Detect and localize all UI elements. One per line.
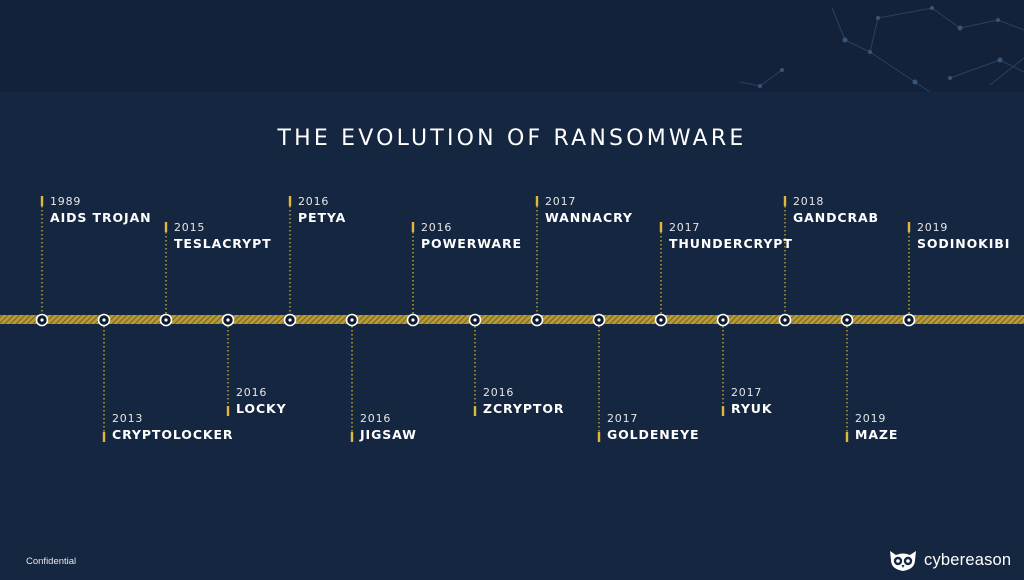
timeline-node-center xyxy=(659,318,663,322)
event-marker xyxy=(411,222,415,232)
event-year: 2019 xyxy=(917,221,949,234)
event-marker xyxy=(659,222,663,232)
event-year: 2017 xyxy=(669,221,701,234)
timeline-event: 2015 TESLACRYPT xyxy=(174,221,272,252)
event-year: 1989 xyxy=(50,195,82,208)
event-name: SODINOKIBI xyxy=(917,236,1011,251)
timeline-event: 2019 SODINOKIBI xyxy=(917,221,1010,252)
event-name: MAZE xyxy=(855,427,899,442)
slide-title: THE EVOLUTION OF RANSOMWARE xyxy=(277,126,747,151)
timeline-node-center xyxy=(411,318,415,322)
event-year: 2016 xyxy=(236,386,268,399)
event-name: JIGSAW xyxy=(360,427,417,442)
owl-logo-icon xyxy=(890,551,916,571)
event-marker xyxy=(535,196,539,206)
event-marker xyxy=(907,222,911,232)
timeline-event: 2017 THUNDERCRYPT xyxy=(669,221,793,252)
timeline-event: 2018 GANDCRAB xyxy=(793,195,879,226)
timeline-node-center xyxy=(597,318,601,322)
event-name: TESLACRYPT xyxy=(174,236,272,251)
event-name: THUNDERCRYPT xyxy=(669,236,793,251)
timeline-node-center xyxy=(535,318,539,322)
timeline-event: 2016 JIGSAW xyxy=(360,412,417,443)
brand-logo: cybereason xyxy=(888,547,1011,573)
event-marker xyxy=(473,406,477,416)
timeline-event: 2016 LOCKY xyxy=(236,386,287,417)
timeline-event: 2016 POWERWARE xyxy=(421,221,522,252)
timeline-node-center xyxy=(288,318,292,322)
confidential-label: Confidential xyxy=(26,556,77,567)
event-year: 2018 xyxy=(793,195,825,208)
event-year: 2016 xyxy=(421,221,453,234)
timeline-event: 2016 ZCRYPTOR xyxy=(483,386,564,417)
event-marker xyxy=(845,432,849,442)
event-year: 2016 xyxy=(360,412,392,425)
timeline-node-center xyxy=(102,318,106,322)
event-marker xyxy=(226,406,230,416)
event-name: LOCKY xyxy=(236,401,287,416)
timeline-event: 2017 RYUK xyxy=(731,386,772,417)
event-marker xyxy=(288,196,292,206)
timeline-node-center xyxy=(783,318,787,322)
event-marker xyxy=(721,406,725,416)
event-name: PETYA xyxy=(298,210,347,225)
header-band xyxy=(0,0,1024,92)
event-name: RYUK xyxy=(731,401,773,416)
event-marker xyxy=(350,432,354,442)
event-name: ZCRYPTOR xyxy=(483,401,565,416)
event-name: POWERWARE xyxy=(421,236,522,251)
event-marker xyxy=(40,196,44,206)
timeline-node-center xyxy=(721,318,725,322)
event-marker xyxy=(164,222,168,232)
event-marker xyxy=(102,432,106,442)
timeline-node-center xyxy=(226,318,230,322)
timeline-node-center xyxy=(473,318,477,322)
timeline-event: 1989 AIDS TROJAN xyxy=(50,195,152,226)
timeline-event: 2017 GOLDENEYE xyxy=(607,412,699,443)
event-year: 2015 xyxy=(174,221,206,234)
brand-name: cybereason xyxy=(924,550,1012,569)
event-marker xyxy=(783,196,787,206)
event-year: 2016 xyxy=(298,195,330,208)
event-name: GANDCRAB xyxy=(793,210,879,225)
timeline-event: 2013 CRYPTOLOCKER xyxy=(112,412,233,443)
timeline-node-center xyxy=(164,318,168,322)
timeline-event: 2016 PETYA xyxy=(298,195,346,226)
network-decoration xyxy=(739,6,1024,93)
event-year: 2017 xyxy=(607,412,639,425)
timeline-axis xyxy=(0,315,1024,324)
event-name: AIDS TROJAN xyxy=(50,210,152,225)
event-year: 2019 xyxy=(855,412,887,425)
timeline-event: 2017 WANNACRY xyxy=(545,195,633,226)
event-name: GOLDENEYE xyxy=(607,427,700,442)
event-name: CRYPTOLOCKER xyxy=(112,427,234,442)
event-year: 2013 xyxy=(112,412,144,425)
event-name: WANNACRY xyxy=(545,210,633,225)
event-marker xyxy=(597,432,601,442)
timeline-node-center xyxy=(40,318,44,322)
timeline-node-center xyxy=(907,318,911,322)
event-year: 2016 xyxy=(483,386,515,399)
timeline-event: 2019 MAZE xyxy=(855,412,898,443)
event-year: 2017 xyxy=(545,195,577,208)
timeline-node-center xyxy=(845,318,849,322)
event-year: 2017 xyxy=(731,386,763,399)
timeline-node-center xyxy=(350,318,354,322)
